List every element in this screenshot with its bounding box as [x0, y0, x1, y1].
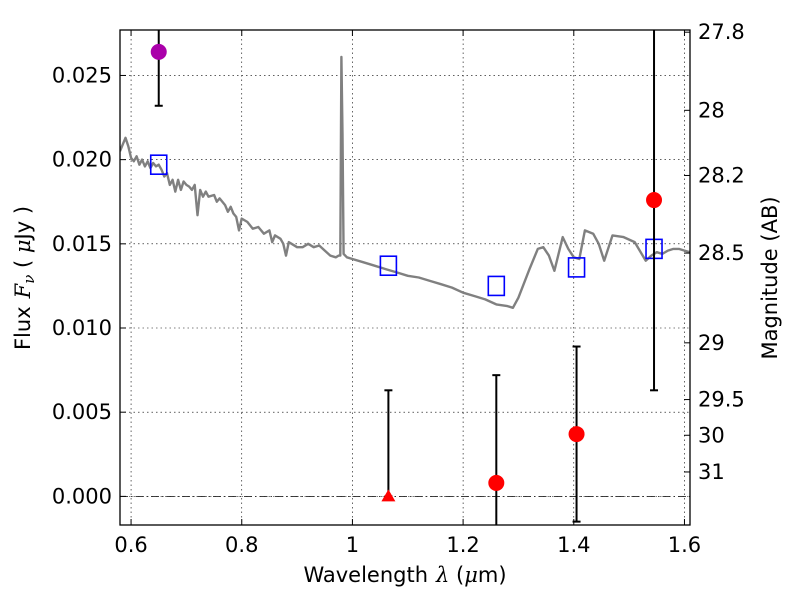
y-tick-label: 0.000 — [52, 484, 112, 508]
y2-tick-label: 30 — [698, 423, 725, 447]
y-tick-label: 0.010 — [52, 316, 112, 340]
y-tick-label: 0.005 — [52, 400, 112, 424]
spectrum-line — [120, 55, 690, 309]
y-tick-label: 0.020 — [52, 148, 112, 172]
y2-tick-label: 29 — [698, 331, 725, 355]
x-tick-label: 1.4 — [557, 533, 590, 557]
observed-point — [646, 192, 663, 209]
x-tick-label: 1 — [346, 533, 359, 557]
observed-point — [150, 43, 167, 60]
grid — [120, 30, 690, 525]
model-square-point — [379, 255, 398, 277]
y2-tick-label: 28 — [698, 98, 725, 122]
y2-tick-label: 28.5 — [698, 241, 745, 265]
x-tick-label: 1.2 — [446, 533, 479, 557]
y2-tick-label: 28.2 — [698, 163, 745, 187]
y-tick-label: 0.025 — [52, 63, 112, 87]
x-tick-label: 1.6 — [668, 533, 701, 557]
y2-tick-label: 31 — [698, 460, 725, 484]
tick-labels: 0.6 0.8 1 1.2 1.4 1.6 0.000 0.005 0.010 0.015 0.02… — [52, 20, 745, 557]
y2-axis-label: Magnitude (AB) — [758, 196, 782, 359]
x-tick-label: 0.8 — [225, 533, 258, 557]
y2-tick-label: 29.5 — [698, 388, 745, 412]
observed-point-series — [150, 43, 663, 502]
model-square-point — [487, 275, 506, 297]
observed-point — [488, 474, 505, 491]
y-tick-label: 0.015 — [52, 232, 112, 256]
axis-ticks — [120, 30, 690, 525]
observed-point — [568, 426, 585, 443]
model-square-point — [567, 257, 586, 278]
upper-limit-triangle — [381, 489, 396, 502]
plot-frame — [119, 29, 691, 526]
y2-tick-label: 27.8 — [698, 20, 745, 44]
model-square-point — [149, 154, 168, 175]
x-tick-label: 0.6 — [114, 533, 147, 557]
y-axis-label: FluxFν ( μJy ) — [11, 206, 38, 350]
x-axis-label: Wavelength λ (μm) — [303, 563, 506, 587]
spectrum-series — [120, 55, 690, 309]
